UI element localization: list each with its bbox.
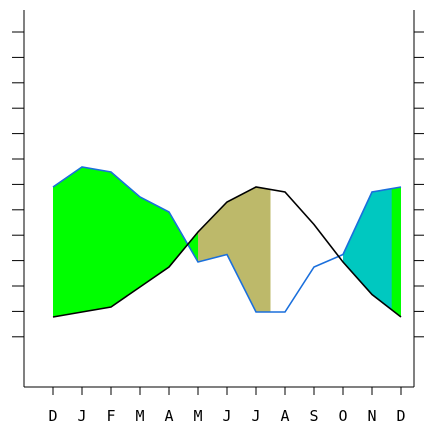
x-tick-label: N (367, 407, 376, 425)
x-tick-label: D (48, 407, 57, 425)
x-tick-label: A (280, 407, 289, 425)
fill-regions (53, 167, 401, 317)
x-tick-label: J (222, 407, 231, 425)
x-tick-label: F (106, 407, 115, 425)
x-tick-label: S (309, 407, 318, 425)
fill-region-2 (198, 187, 271, 312)
fill-region-3 (343, 187, 401, 317)
axes (12, 10, 424, 395)
x-tick-label: A (164, 407, 173, 425)
x-tick-label: J (77, 407, 86, 425)
x-tick-label: M (135, 407, 144, 425)
x-tick-label: O (338, 407, 347, 425)
fill-region-1 (53, 167, 198, 317)
x-tick-label: J (251, 407, 260, 425)
series-line-upper (52, 186, 402, 318)
fill-region-4 (391, 187, 401, 317)
x-tick-label: M (193, 407, 202, 425)
x-tick-label: D (396, 407, 405, 425)
series-lines (52, 166, 402, 318)
series-line-lower (52, 166, 402, 313)
